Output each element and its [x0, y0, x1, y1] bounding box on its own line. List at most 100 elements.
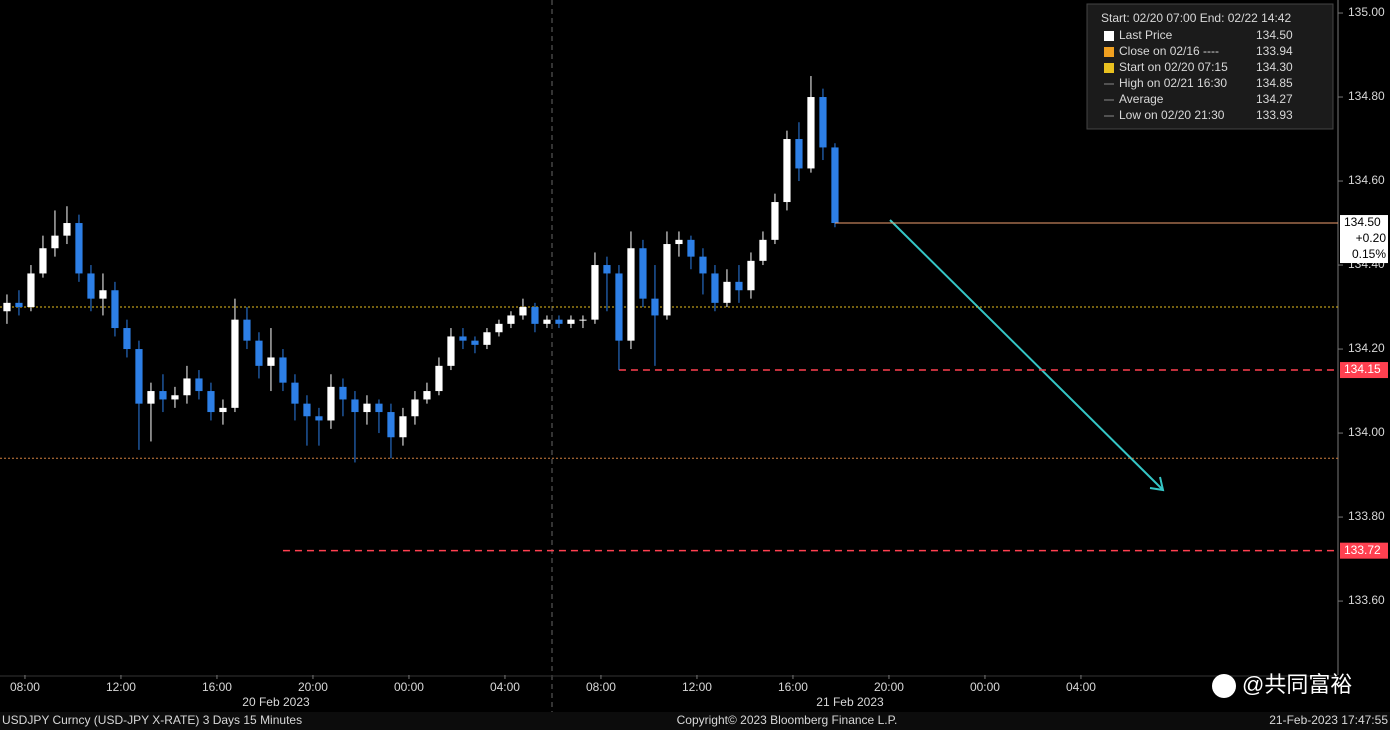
legend-value: 133.93	[1256, 108, 1293, 122]
x-tick-label: 16:00	[202, 680, 232, 694]
level-box	[1340, 542, 1388, 559]
candle-body	[759, 239, 767, 261]
last-price-label: 134.50	[1344, 215, 1381, 229]
candle-body	[471, 340, 479, 345]
candle-body	[231, 319, 239, 408]
candle-body	[327, 386, 335, 421]
y-tick-label: 134.00	[1348, 425, 1385, 439]
legend-box	[1086, 3, 1334, 130]
candle-body	[807, 97, 815, 169]
footer-bar	[0, 712, 1390, 730]
candle-body	[315, 416, 323, 421]
date-label: 20 Feb 2023	[242, 695, 310, 709]
candle-body	[819, 97, 827, 148]
candle-body	[219, 407, 227, 413]
candle-body	[303, 403, 311, 417]
candle-body	[555, 319, 563, 324]
legend-name: Last Price	[1119, 28, 1173, 42]
level-label: 134.15	[1344, 362, 1381, 376]
candle-body	[135, 349, 143, 404]
candle-body	[447, 336, 455, 366]
candle-body	[723, 281, 731, 303]
candle-body	[651, 298, 659, 316]
candle-body	[591, 265, 599, 320]
candle-body	[291, 382, 299, 404]
candle-body	[279, 357, 287, 383]
trend-arrow-head	[1149, 476, 1165, 492]
legend-marker	[1104, 31, 1114, 41]
footer-center: Copyright© 2023 Bloomberg Finance L.P.	[677, 713, 898, 727]
x-tick-label: 04:00	[490, 680, 520, 694]
candle-body	[255, 340, 263, 366]
candle-body	[531, 307, 539, 324]
legend-marker	[1104, 47, 1114, 57]
candle-body	[663, 244, 671, 316]
candle-body	[735, 281, 743, 291]
candle-body	[3, 302, 11, 312]
candle-body	[495, 323, 503, 333]
candle-body	[615, 273, 623, 341]
x-tick-label: 20:00	[298, 680, 328, 694]
candle-body	[543, 319, 551, 324]
candle-body	[435, 365, 443, 392]
level-label: 133.72	[1344, 543, 1381, 557]
candle-body	[183, 378, 191, 396]
candle-body	[15, 302, 23, 308]
legend-value: 134.85	[1256, 76, 1293, 90]
level-box	[1340, 362, 1388, 379]
x-tick-label: 12:00	[682, 680, 712, 694]
candle-body	[39, 248, 47, 274]
candle-body	[375, 403, 383, 413]
legend-value: 134.50	[1256, 28, 1293, 42]
candle-body	[627, 248, 635, 341]
footer-right: 21-Feb-2023 17:47:55	[1269, 713, 1388, 727]
candle-body	[771, 202, 779, 240]
candle-body	[399, 416, 407, 438]
candle-body	[387, 412, 395, 438]
candle-body	[147, 391, 155, 404]
candle-body	[711, 273, 719, 303]
candle-body	[411, 399, 419, 417]
candle-body	[351, 399, 359, 413]
x-tick-label: 00:00	[394, 680, 424, 694]
candle-body	[483, 332, 491, 345]
candle-body	[63, 223, 71, 236]
legend-header: Start: 02/20 07:00 End: 02/22 14:42	[1101, 11, 1291, 25]
candle-body	[675, 239, 683, 245]
y-tick-label: 133.80	[1348, 509, 1385, 523]
candle-body	[207, 391, 215, 413]
candle-body	[123, 328, 131, 350]
legend-name: Average	[1119, 92, 1164, 106]
candle-body	[567, 319, 575, 324]
candle-body	[795, 139, 803, 169]
candle-body	[195, 378, 203, 392]
legend-name: High on 02/21 16:30	[1119, 76, 1227, 90]
y-tick-label: 134.20	[1348, 341, 1385, 355]
legend-value: 133.94	[1256, 44, 1293, 58]
legend-name: Close on 02/16 ----	[1119, 44, 1219, 58]
candle-body	[339, 386, 347, 400]
candle-body	[99, 290, 107, 299]
legend-marker	[1104, 63, 1114, 73]
candle-body	[111, 290, 119, 329]
last-price-box	[1340, 215, 1388, 264]
candle-body	[423, 391, 431, 400]
trend-arrow	[889, 219, 1163, 490]
footer-left: USDJPY Curncy (USD-JPY X-RATE) 3 Days 15…	[2, 713, 302, 727]
legend-value: 134.27	[1256, 92, 1293, 106]
candle-body	[459, 336, 467, 341]
candle-body	[27, 273, 35, 308]
x-tick-label: 08:00	[10, 680, 40, 694]
x-tick-label: 00:00	[970, 680, 1000, 694]
candle-body	[687, 239, 695, 257]
candle-body	[519, 307, 527, 316]
candle-body	[747, 260, 755, 291]
candle-body	[243, 319, 251, 341]
x-tick-label: 12:00	[106, 680, 136, 694]
y-tick-label: 135.00	[1348, 5, 1385, 19]
change-label: +0.20	[1356, 231, 1387, 245]
legend-name: Low on 02/20 21:30	[1119, 108, 1225, 122]
change-pct-label: 0.15%	[1352, 247, 1386, 261]
